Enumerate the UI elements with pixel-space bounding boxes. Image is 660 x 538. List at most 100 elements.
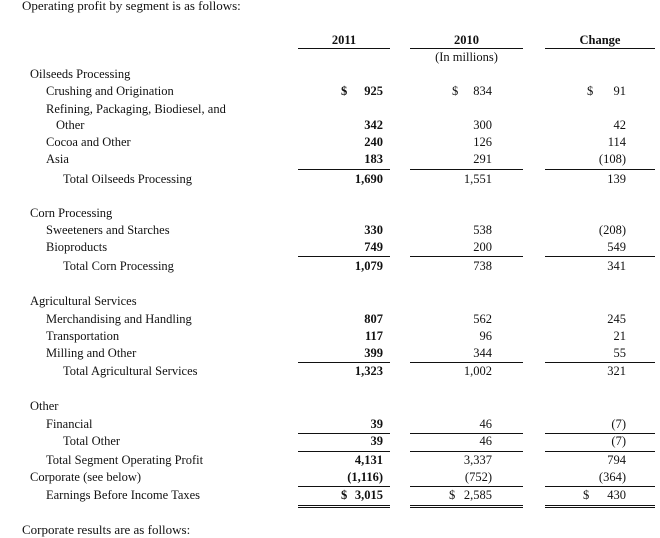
cell-change: (108) bbox=[598, 152, 626, 166]
cell-change: (7) bbox=[611, 434, 626, 448]
subtotal-rule bbox=[410, 433, 523, 434]
cell-2010: 738 bbox=[473, 259, 492, 273]
cell-2011: 39 bbox=[370, 417, 384, 431]
cell-2011: 1,690 bbox=[354, 172, 383, 186]
cell-change: 91 bbox=[613, 84, 627, 98]
header-rule-change bbox=[545, 48, 655, 49]
subtotal-rule bbox=[545, 486, 655, 487]
row-label: Bioproducts bbox=[46, 240, 108, 254]
units-note: (In millions) bbox=[435, 50, 498, 64]
cell-change: 341 bbox=[607, 259, 626, 273]
col-header-2011: 2011 bbox=[331, 33, 357, 47]
dollar-sign: $ bbox=[583, 488, 590, 502]
cell-2011: 399 bbox=[364, 346, 383, 360]
section-label: Oilseeds Processing bbox=[30, 67, 131, 81]
cell-change: 114 bbox=[607, 135, 626, 149]
subtotal-rule bbox=[298, 169, 390, 170]
row-label: Financial bbox=[46, 417, 93, 431]
row-label: Cocoa and Other bbox=[46, 135, 131, 149]
cell-2010: 46 bbox=[479, 434, 493, 448]
dollar-sign: $ bbox=[449, 488, 456, 502]
cell-change: 42 bbox=[613, 118, 627, 132]
subtotal-rule bbox=[298, 433, 390, 434]
cell-2011: 1,079 bbox=[354, 259, 383, 273]
cell-2011: 749 bbox=[364, 240, 383, 254]
cell-change: (364) bbox=[598, 470, 626, 484]
cell-2011: 240 bbox=[364, 135, 383, 149]
cell-2011: 330 bbox=[364, 223, 383, 237]
row-label: Sweeteners and Starches bbox=[46, 223, 170, 237]
cell-2011: (1,116) bbox=[347, 470, 383, 484]
cell-2011: 807 bbox=[364, 312, 383, 326]
cell-2010: 200 bbox=[473, 240, 492, 254]
total-label: Earnings Before Income Taxes bbox=[46, 488, 201, 502]
double-rule bbox=[410, 507, 523, 508]
cell-2011: 183 bbox=[364, 152, 383, 166]
cell-2010: 126 bbox=[473, 135, 492, 149]
section-label: Agricultural Services bbox=[30, 294, 137, 308]
row-label: Corporate (see below) bbox=[30, 470, 142, 484]
cell-2010: 1,551 bbox=[463, 172, 492, 186]
intro-text: Operating profit by segment is as follow… bbox=[22, 0, 241, 13]
double-rule bbox=[545, 505, 655, 506]
row-label: Other bbox=[56, 118, 85, 132]
subtotal-rule bbox=[410, 486, 523, 487]
dollar-sign: $ bbox=[341, 84, 348, 98]
cell-2010: 344 bbox=[473, 346, 492, 360]
cell-change: 321 bbox=[607, 364, 626, 378]
cell-change: 549 bbox=[607, 240, 626, 254]
cell-change: 430 bbox=[607, 488, 626, 502]
cell-2010: (752) bbox=[464, 470, 492, 484]
row-label: Transportation bbox=[46, 329, 120, 343]
subtotal-rule bbox=[298, 256, 390, 257]
col-header-2010: 2010 bbox=[454, 33, 479, 47]
dollar-sign: $ bbox=[452, 84, 459, 98]
cell-2011: 1,323 bbox=[354, 364, 383, 378]
cell-2010: 46 bbox=[479, 417, 493, 431]
section-label: Other bbox=[30, 399, 59, 413]
corporate-intro-text: Corporate results are as follows: bbox=[22, 522, 191, 537]
cell-change: (7) bbox=[611, 417, 626, 431]
cell-2011: 342 bbox=[364, 118, 383, 132]
cell-2010: 2,585 bbox=[463, 488, 492, 502]
dollar-sign: $ bbox=[341, 488, 348, 502]
row-label: Merchandising and Handling bbox=[46, 312, 192, 326]
cell-2010: 96 bbox=[479, 329, 493, 343]
total-label: Total Oilseeds Processing bbox=[63, 172, 192, 186]
subtotal-rule bbox=[545, 256, 655, 257]
subtotal-rule bbox=[545, 433, 655, 434]
subtotal-rule bbox=[410, 256, 523, 257]
cell-2011: 925 bbox=[364, 84, 383, 98]
subtotal-rule bbox=[410, 169, 523, 170]
cell-change: 245 bbox=[607, 312, 626, 326]
cell-change: (208) bbox=[598, 223, 626, 237]
subtotal-rule bbox=[545, 169, 655, 170]
cell-2010: 562 bbox=[473, 312, 492, 326]
total-label: Total Other bbox=[63, 434, 121, 448]
cell-2010: 291 bbox=[473, 152, 492, 166]
dollar-sign: $ bbox=[587, 84, 594, 98]
double-rule bbox=[410, 505, 523, 506]
subtotal-rule bbox=[298, 486, 390, 487]
cell-change: 55 bbox=[613, 346, 627, 360]
subtotal-rule bbox=[410, 451, 523, 452]
cell-2010: 538 bbox=[473, 223, 492, 237]
cell-2011: 39 bbox=[370, 434, 384, 448]
row-label: Refining, Packaging, Biodiesel, and bbox=[46, 102, 226, 116]
row-label: Asia bbox=[46, 152, 69, 166]
row-label: Crushing and Origination bbox=[46, 84, 174, 98]
double-rule bbox=[298, 505, 390, 506]
subtotal-rule bbox=[298, 451, 390, 452]
cell-change: 21 bbox=[613, 329, 627, 343]
total-label: Total Segment Operating Profit bbox=[46, 453, 204, 467]
cell-change: 794 bbox=[607, 453, 626, 467]
section-label: Corn Processing bbox=[30, 206, 113, 220]
cell-2011: 4,131 bbox=[354, 453, 383, 467]
cell-2011: 3,015 bbox=[354, 488, 383, 502]
total-label: Total Agricultural Services bbox=[63, 364, 198, 378]
subtotal-rule bbox=[545, 362, 655, 363]
cell-2010: 1,002 bbox=[463, 364, 492, 378]
cell-2010: 300 bbox=[473, 118, 492, 132]
cell-change: 139 bbox=[607, 172, 626, 186]
double-rule bbox=[298, 507, 390, 508]
